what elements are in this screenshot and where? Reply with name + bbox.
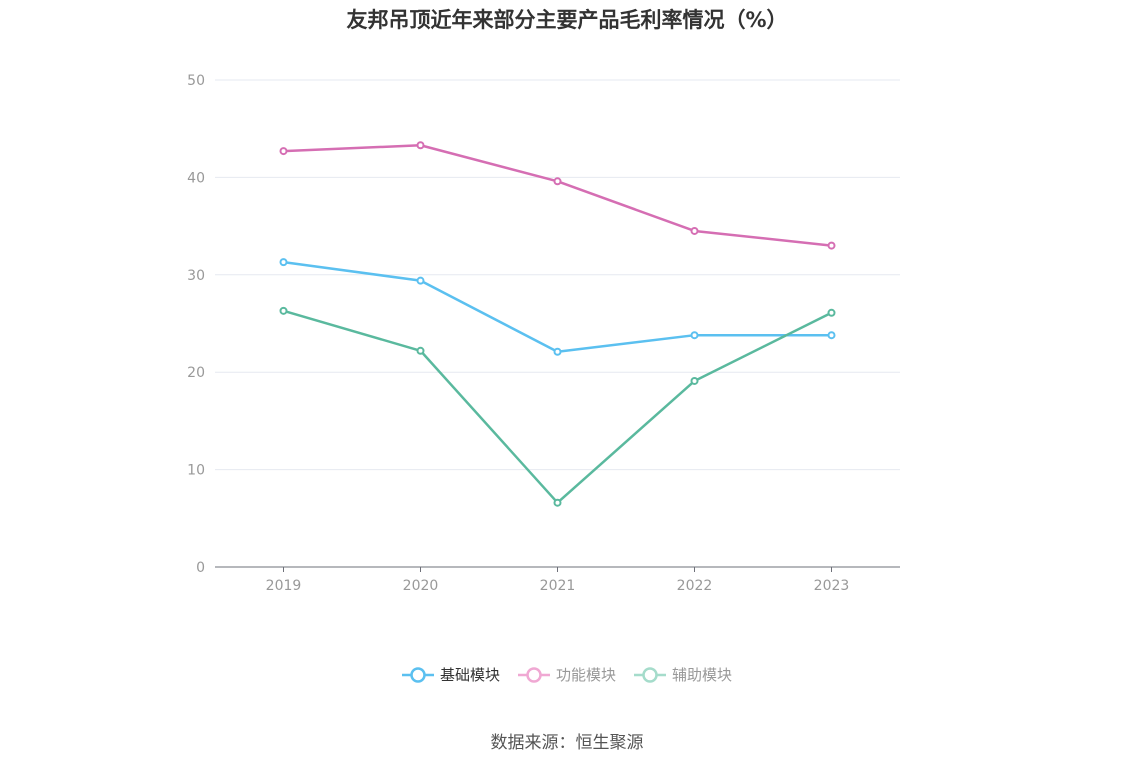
- data-point[interactable]: [553, 347, 562, 356]
- legend-label: 功能模块: [555, 666, 616, 684]
- legend-label: 辅助模块: [672, 666, 733, 684]
- data-point[interactable]: [690, 376, 699, 385]
- series-0: [279, 258, 836, 356]
- data-point[interactable]: [416, 346, 425, 355]
- legend-label: 基础模块: [439, 666, 500, 684]
- x-tick-label: 2022: [677, 578, 713, 594]
- grid-layer: [215, 79, 900, 471]
- data-point[interactable]: [827, 331, 836, 340]
- x-tick-label: 2021: [540, 578, 576, 594]
- y-tick-label: 50: [187, 73, 205, 89]
- series-1: [279, 141, 836, 250]
- axis-layer: 0 10 20 30 40 50 2019 2020 2021 2022 2023: [187, 73, 900, 594]
- x-tick-label: 2019: [266, 578, 302, 594]
- data-point[interactable]: [690, 226, 699, 235]
- data-point[interactable]: [279, 147, 288, 156]
- x-tick-label: 2020: [403, 578, 439, 594]
- legend-item-basic-module[interactable]: 基础模块: [401, 664, 500, 685]
- data-source-note: 数据来源：恒生聚源: [490, 733, 644, 753]
- data-point[interactable]: [416, 141, 425, 150]
- data-point[interactable]: [827, 308, 836, 317]
- legend-item-auxiliary-module[interactable]: 辅助模块: [634, 664, 732, 685]
- series-layer: [279, 141, 836, 507]
- data-point[interactable]: [827, 241, 836, 250]
- legend: 基础模块 功能模块 辅助模块: [0, 664, 1134, 685]
- data-point[interactable]: [553, 498, 562, 507]
- legend-swatch-icon: [517, 666, 550, 683]
- y-tick-label: 20: [187, 365, 205, 381]
- series-line: [283, 260, 832, 353]
- series-line: [283, 309, 833, 504]
- y-tick-label: 40: [187, 170, 205, 186]
- legend-swatch-icon: [634, 666, 666, 683]
- data-point[interactable]: [416, 276, 425, 285]
- data-point[interactable]: [279, 258, 288, 267]
- data-point[interactable]: [690, 331, 699, 340]
- x-tick-label: 2023: [814, 578, 850, 594]
- data-point[interactable]: [553, 177, 562, 186]
- series-2: [279, 306, 836, 507]
- chart-title: 友邦吊顶近年来部分主要产品毛利率情况（%）: [346, 8, 788, 32]
- series-line: [283, 144, 832, 247]
- data-point[interactable]: [279, 306, 288, 315]
- legend-item-function-module[interactable]: 功能模块: [517, 664, 616, 685]
- legend-swatch-icon: [401, 666, 434, 683]
- y-tick-label: 30: [187, 268, 205, 284]
- y-tick-label: 10: [187, 463, 205, 479]
- y-tick-label: 0: [196, 560, 205, 576]
